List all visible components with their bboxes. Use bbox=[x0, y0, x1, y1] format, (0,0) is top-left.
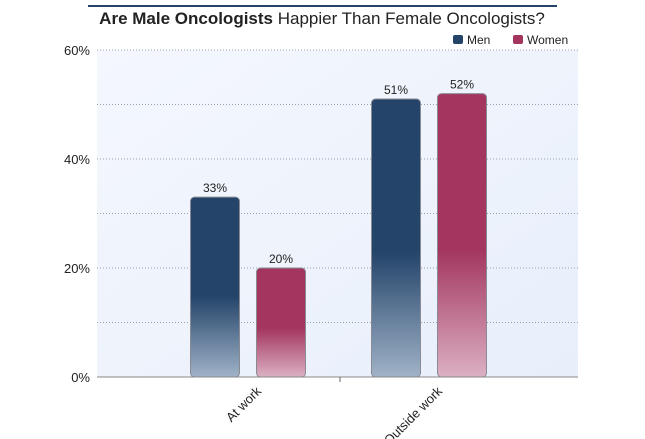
legend-label: Men bbox=[467, 33, 490, 47]
legend-swatch-women bbox=[513, 35, 523, 44]
bar-men bbox=[190, 196, 240, 378]
data-label: 20% bbox=[269, 252, 293, 266]
x-tick-label: At work bbox=[223, 383, 265, 425]
y-tick-label: 20% bbox=[64, 261, 90, 276]
legend: Men Women bbox=[453, 33, 568, 47]
data-label: 51% bbox=[384, 83, 408, 97]
bar-men bbox=[371, 98, 421, 378]
y-tick-label: 60% bbox=[64, 43, 90, 58]
chart-title: Are Male Oncologists Happier Than Female… bbox=[99, 9, 545, 28]
x-tick-label: Outside work bbox=[381, 383, 446, 439]
bar-women bbox=[256, 267, 306, 378]
y-tick-label: 0% bbox=[71, 370, 90, 385]
data-label: 52% bbox=[450, 78, 474, 92]
bar-women bbox=[437, 93, 487, 378]
y-tick-label: 40% bbox=[64, 152, 90, 167]
data-label: 33% bbox=[203, 181, 227, 195]
legend-label: Women bbox=[527, 33, 568, 47]
legend-swatch-men bbox=[453, 35, 463, 44]
